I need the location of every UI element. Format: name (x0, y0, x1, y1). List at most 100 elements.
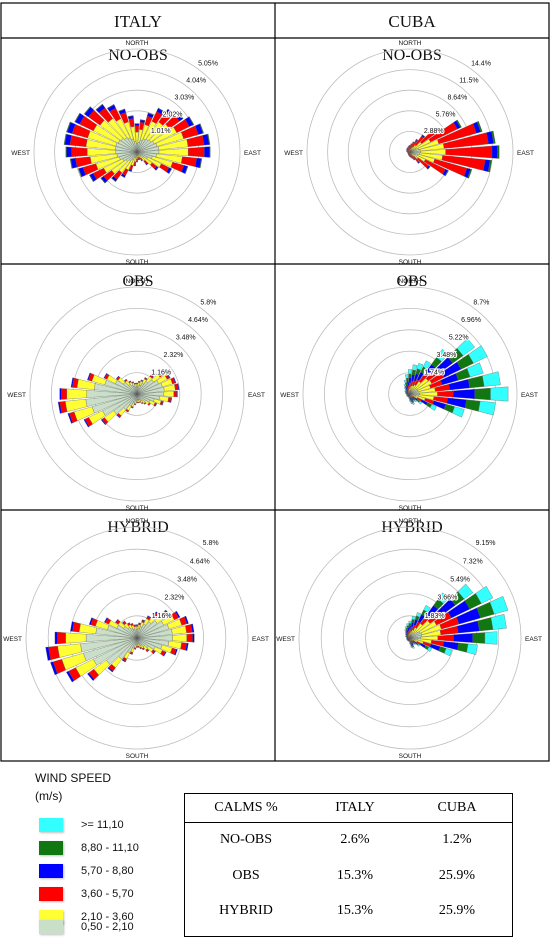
rose-sector-segment (122, 620, 126, 624)
rose-sector-segment (144, 402, 147, 405)
rose-sector-segment (127, 622, 130, 625)
rose-sector-segment (158, 371, 163, 377)
rose-sector-segment (87, 672, 95, 681)
rose-sector-segment (491, 130, 496, 144)
rose-sector-segment (136, 643, 138, 647)
rose-sector-segment (404, 389, 407, 392)
rose-sector-segment (129, 653, 133, 655)
rose-sector-segment (57, 401, 62, 414)
rose-sector-segment (155, 611, 160, 616)
rose-sector-segment (88, 617, 94, 626)
rose-sector-segment (403, 386, 407, 390)
rose-sector-segment (490, 386, 509, 402)
rose-sector-segment (408, 623, 412, 626)
rose-sector-segment (192, 633, 195, 643)
rose-sector-segment (148, 403, 151, 406)
rose-sector-segment (410, 645, 413, 648)
rose-sector-segment (161, 401, 164, 406)
rose-sector-segment (404, 390, 407, 393)
rose-sector-segment (131, 381, 134, 383)
rose-sector-segment (423, 605, 431, 613)
rose-sector-segment (404, 633, 407, 636)
rose-sector-segment (162, 651, 167, 657)
direction-label-north: NORTH (126, 40, 149, 47)
rose-sector-segment (135, 624, 139, 627)
rose-sector-segment (133, 624, 136, 626)
ring-label: 9.15% (476, 540, 496, 547)
ring-label: 14.4% (471, 61, 491, 68)
calms-cell-italy: 2.6% (340, 832, 370, 847)
rose-sector-segment (466, 362, 484, 378)
rose-sector-segment (176, 390, 178, 398)
rose-sector-segment (150, 374, 154, 378)
direction-label-west: WEST (7, 392, 26, 399)
rose-sector-segment (120, 175, 125, 178)
direction-label-north: NORTH (399, 518, 422, 525)
rose-sector-segment (111, 177, 116, 182)
rose-sector-segment (412, 402, 415, 405)
ring-label: 3.48% (437, 352, 457, 359)
ring-label: 8.7% (473, 299, 489, 306)
rose-sector-segment (408, 145, 410, 147)
rose-sector-segment (142, 648, 145, 651)
rose-sector-segment (100, 177, 106, 184)
ring-label: 4.64% (188, 317, 208, 324)
rose-sector-segment (427, 646, 433, 652)
rose-ring (25, 526, 249, 750)
panel-title: NO-OBS (382, 47, 442, 64)
direction-label-south: SOUTH (126, 753, 149, 760)
rose-sector-segment (138, 158, 141, 160)
rose-sector-segment (422, 134, 426, 138)
rose-sector-segment (133, 648, 137, 650)
rose-sector-segment (63, 133, 67, 145)
rose-sector-segment (145, 162, 149, 166)
rose-sector-segment (67, 413, 73, 424)
calms-cell-cuba: 25.9% (438, 903, 476, 918)
calms-cell-cuba: 1.2% (442, 832, 472, 847)
direction-label-west: WEST (280, 392, 299, 399)
calms-table: CALMS % ITALY CUBA NO-OBS 2.6% 1.2% OBS … (184, 793, 513, 937)
ring-label: 5.22% (449, 334, 469, 341)
rose-ring (320, 548, 500, 728)
rose-sector-segment (457, 642, 469, 653)
rose-sector-segment (467, 168, 473, 179)
rose-sector-segment (66, 388, 87, 400)
rose-sector-segment (173, 377, 177, 384)
direction-label-east: EAST (521, 392, 538, 399)
rose-sector-segment (478, 400, 496, 416)
ring-label: 5.8% (203, 540, 219, 547)
rose-sector-segment (54, 631, 58, 645)
ring-label: 8.64% (447, 94, 467, 101)
rose-sector-segment (414, 643, 417, 646)
rose-ring (54, 69, 220, 235)
rose-sector-segment (164, 609, 170, 616)
rose-sector-segment (140, 159, 143, 162)
rose-sector-segment (177, 111, 184, 120)
rose-sector-segment (412, 399, 416, 402)
calms-cell-italy: 15.3% (336, 903, 374, 918)
direction-label-south: SOUTH (399, 505, 422, 512)
ring-label: 3.03% (174, 94, 194, 101)
legend-title: WIND SPEED (35, 771, 112, 785)
rose-sector-segment (403, 379, 407, 384)
rose-sector-segment (453, 633, 473, 643)
rose-sector-segment (118, 108, 126, 112)
rose-sector-segment (128, 170, 132, 172)
rose-ring (298, 526, 522, 750)
rose-sector-segment (87, 372, 92, 381)
direction-label-north: NORTH (126, 518, 149, 525)
rose-sector-segment (147, 615, 152, 619)
rose-sector-segment (489, 596, 509, 615)
rose-sector-segment (404, 626, 408, 629)
direction-label-east: EAST (517, 150, 534, 157)
rose-sector-segment (427, 166, 431, 170)
rose-sector-segment (136, 383, 138, 387)
rose-sector-segment (104, 617, 109, 623)
rose-sector-segment (408, 620, 412, 624)
ring-label: 5.05% (198, 61, 218, 68)
rose-sector-segment (152, 650, 156, 655)
rose-sector-segment (188, 116, 195, 125)
rose-sector-segment (429, 404, 437, 411)
legend-swatch (39, 887, 63, 901)
direction-label-east: EAST (244, 150, 261, 157)
